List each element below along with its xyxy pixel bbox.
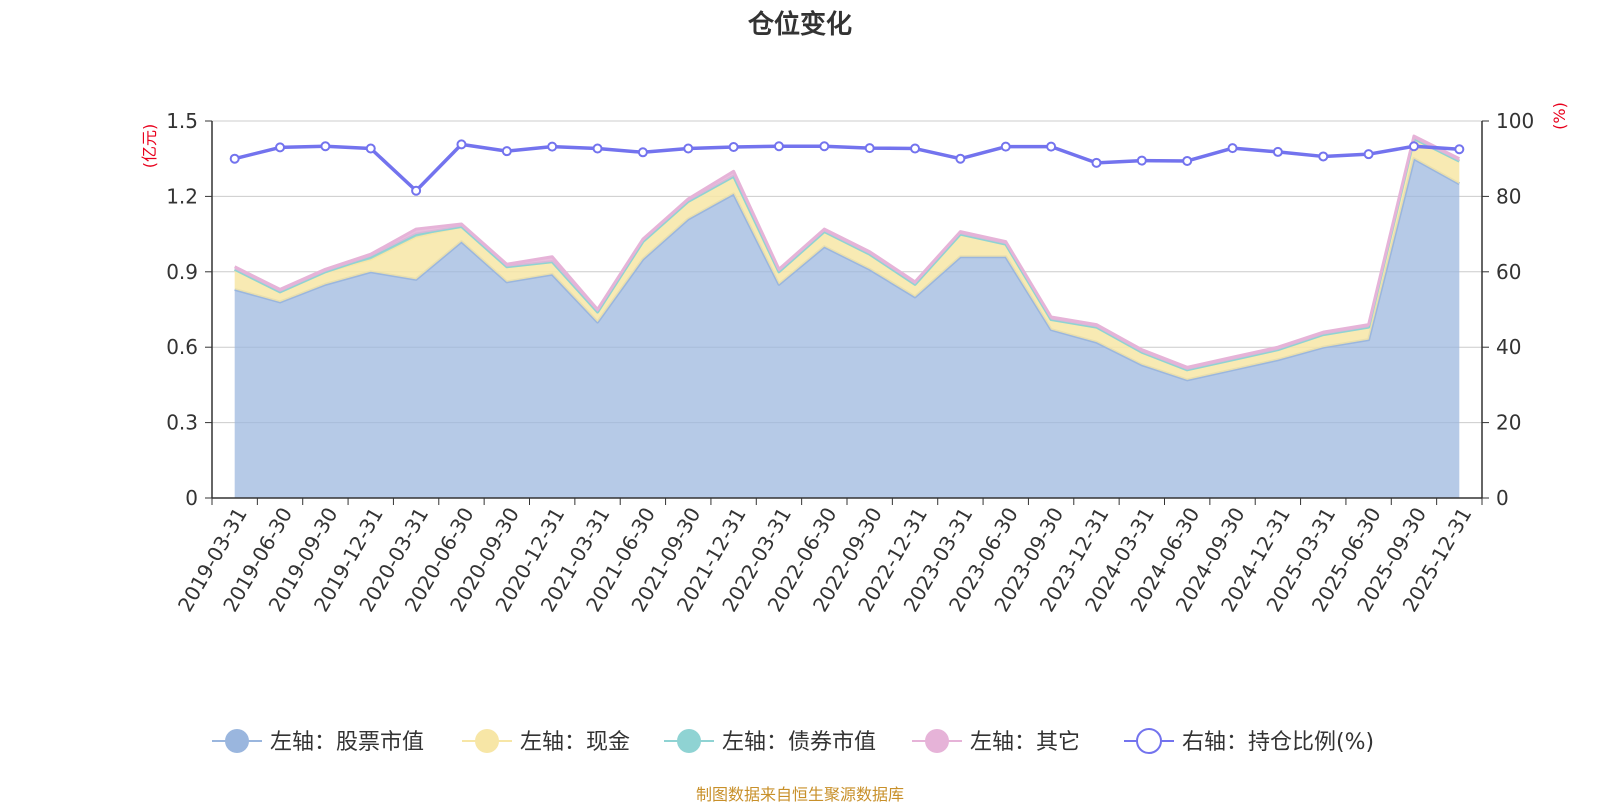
legend-marker-3: [677, 729, 701, 753]
left-axis-tick-label: 0.9: [166, 260, 198, 284]
right-axis-tick-label: 20: [1496, 411, 1521, 435]
position-ratio-line: [234, 142, 1460, 193]
position-ratio-point: [1318, 151, 1329, 162]
right-axis-tick-label: 60: [1496, 260, 1521, 284]
right-axis-tick-label: 80: [1496, 184, 1521, 208]
position-ratio-point: [864, 143, 875, 154]
legend-label-5: 右轴：持仓比例(%): [1182, 730, 1374, 755]
left-axis-tick-label: 0: [185, 486, 198, 510]
legend-marker-2: [475, 729, 499, 753]
left-axis-tick-label: 0.6: [166, 335, 198, 359]
legend-label-2: 左轴：现金: [520, 730, 630, 755]
left-axis-tick-label: 1.2: [166, 184, 198, 208]
position-ratio-point: [1454, 144, 1465, 155]
position-ratio-point: [1046, 141, 1057, 152]
position-ratio-point: [683, 143, 694, 154]
legend-label-4: 左轴：其它: [970, 730, 1080, 755]
data-source-note: 制图数据来自恒生聚源数据库: [695, 785, 904, 804]
position-ratio-point: [229, 153, 240, 164]
left-axis-tick-label: 1.5: [166, 109, 198, 133]
area-series-line-4: [234, 134, 1460, 369]
right-axis-tick-label: 40: [1496, 335, 1521, 359]
legend-marker-1: [225, 729, 249, 753]
position-ratio-point: [955, 153, 966, 164]
legend-marker-5: [1136, 728, 1162, 754]
position-ratio-point: [547, 141, 558, 152]
right-axis-tick-label: 100: [1496, 109, 1534, 133]
position-ratio-point: [1408, 141, 1419, 152]
position-ratio-point: [773, 141, 784, 152]
position-ratio-point: [411, 185, 422, 196]
left-axis-unit: (亿元): [140, 124, 159, 169]
position-ratio-point: [1136, 155, 1147, 166]
position-ratio-point: [592, 143, 603, 154]
position-ratio-point: [1227, 143, 1238, 154]
position-ratio-point: [365, 143, 376, 154]
area-series-1: [234, 158, 1460, 498]
position-ratio-point: [1000, 141, 1011, 152]
chart-title: 仓位变化: [747, 10, 852, 40]
left-axis-tick-label: 0.3: [166, 411, 198, 435]
position-ratio-point: [910, 143, 921, 154]
legend-label-1: 左轴：股票市值: [270, 730, 424, 755]
legend-marker-4: [925, 729, 949, 753]
position-ratio-point: [1363, 149, 1374, 160]
right-axis-tick-label: 0: [1496, 486, 1509, 510]
position-ratio-point: [1272, 146, 1283, 157]
position-ratio-point: [456, 139, 467, 150]
position-ratio-point: [637, 147, 648, 158]
position-ratio-point: [1182, 155, 1193, 166]
right-axis-unit: (%): [1550, 102, 1569, 130]
legend-label-3: 左轴：债券市值: [722, 730, 876, 755]
position-ratio-point: [819, 141, 830, 152]
position-ratio-point: [275, 142, 286, 153]
position-ratio-point: [501, 146, 512, 157]
position-ratio-point: [728, 142, 739, 153]
position-ratio-point: [1091, 157, 1102, 168]
position-ratio-point: [320, 141, 331, 152]
